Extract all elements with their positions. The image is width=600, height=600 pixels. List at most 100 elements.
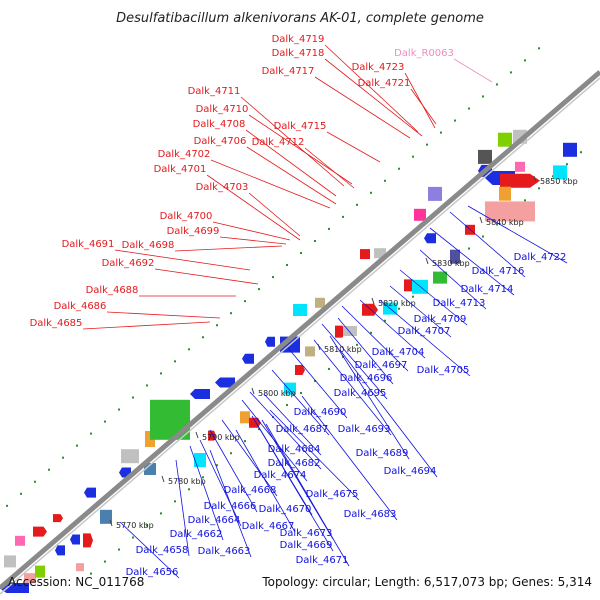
leader-line: [248, 192, 301, 237]
track-dot: [174, 360, 176, 363]
track-dot: [76, 444, 78, 447]
gene-block: [4, 555, 16, 568]
gene-label-dalk-4691: Dalk_4691: [62, 239, 115, 250]
tick-5840-kbp: 5840 kbp: [486, 218, 524, 227]
forward-gene-arrow: [208, 430, 216, 441]
gene-label-dalk-4703: Dalk_4703: [196, 182, 249, 193]
gene-label-dalk-4675: Dalk_4675: [306, 489, 359, 500]
gene-block: [428, 186, 442, 201]
gene-label-dalk-4705: Dalk_4705: [417, 365, 470, 376]
track-dot: [412, 155, 414, 158]
track-dot: [342, 215, 344, 218]
leader-line: [453, 58, 493, 83]
gene-label-dalk-4674: Dalk_4674: [254, 470, 307, 481]
leader-line: [212, 221, 291, 241]
map-title: Desulfatibacillum alkenivorans AK-01, co…: [116, 11, 484, 26]
leader-line: [341, 305, 409, 372]
reverse-gene-arrow: [424, 233, 436, 244]
track-dot: [104, 420, 106, 423]
track-dot: [524, 199, 526, 202]
track-dot: [230, 452, 232, 455]
gene-block: [24, 573, 36, 584]
gene-block: [100, 509, 112, 524]
gene-block: [360, 249, 370, 260]
gene-label-dalk-4689: Dalk_4689: [356, 448, 409, 459]
gene-label-dalk-4707: Dalk_4707: [398, 326, 451, 337]
track-dot: [272, 276, 274, 279]
tick-mark: [161, 475, 165, 483]
gene-label-dalk-4706: Dalk_4706: [194, 136, 247, 147]
track-dot: [538, 187, 540, 190]
gene-block: [284, 382, 296, 395]
tick-mark: [195, 431, 199, 439]
track-dot: [216, 464, 218, 467]
position-ticks: 5770 kbp 5780 kbp 5790 kbp 5800 kbp 5810 kbp…: [109, 175, 578, 530]
track-dot: [482, 235, 484, 238]
gene-label-dalk-4685: Dalk_4685: [30, 318, 83, 329]
forward-gene-arrow: [335, 325, 345, 338]
track-dot: [188, 488, 190, 491]
gene-block: [374, 248, 386, 259]
leader-line: [467, 205, 568, 264]
gene-label-dalk-4690: Dalk_4690: [294, 407, 347, 418]
track-dot: [300, 392, 302, 394]
gene-block: [553, 165, 567, 180]
gene-label-dalk-4658: Dalk_4658: [136, 545, 189, 556]
track-dot: [496, 223, 498, 226]
leader-line: [389, 285, 452, 338]
track-dot: [566, 163, 568, 166]
gene-label-dalk-4668: Dalk_4668: [224, 485, 277, 496]
label-leader-lines: [82, 44, 568, 579]
backbone-line-1: [0, 70, 600, 590]
track-dot: [258, 288, 260, 291]
track-dot: [62, 456, 64, 459]
leader-line: [329, 335, 410, 460]
gene-labels: Dalk_4719 Dalk_4718 Dalk_4717 Dalk_4723 Dalk…: [30, 34, 567, 578]
gene-label-dalk-4719: Dalk_4719: [272, 34, 325, 45]
track-dot: [356, 203, 358, 206]
track-dot: [328, 367, 330, 370]
gene-label-dalk-4673: Dalk_4673: [280, 528, 333, 539]
leader-line: [399, 269, 468, 326]
reverse-gene-arrow: [242, 353, 254, 364]
tick-5790-kbp: 5790 kbp: [202, 433, 240, 442]
leader-line: [429, 227, 515, 296]
leader-line: [449, 211, 526, 278]
track-dot: [174, 500, 176, 503]
tick-mark: [533, 175, 537, 183]
leader-line: [114, 249, 251, 271]
gene-block: [194, 453, 206, 467]
gene-label-dalk-4686: Dalk_4686: [54, 301, 107, 312]
gene-label-dalk-4715: Dalk_4715: [274, 121, 327, 132]
track-dot: [482, 95, 484, 98]
track-dot: [314, 379, 316, 382]
track-dot: [426, 143, 428, 146]
track-dot: [202, 476, 204, 479]
leader-line: [219, 236, 287, 245]
track-dot: [510, 71, 512, 74]
gene-label-dalk-4699: Dalk_4699: [167, 226, 220, 237]
gene-block: [144, 463, 156, 475]
leader-line: [245, 129, 337, 197]
leader-line: [301, 395, 398, 521]
gene-label-dalk-4702: Dalk_4702: [158, 149, 211, 160]
track-dot: [524, 59, 526, 62]
leader-line: [189, 445, 224, 541]
gene-label-dalk-4709: Dalk_4709: [414, 314, 467, 325]
leader-line: [379, 299, 471, 377]
reverse-gene-arrow: [55, 545, 65, 556]
gene-block: [343, 326, 357, 336]
leader-line: [337, 317, 394, 385]
gene-label-dalk-4697: Dalk_4697: [355, 360, 408, 371]
leader-line: [287, 347, 348, 419]
gene-block: [499, 186, 511, 201]
track-dot: [328, 227, 330, 230]
track-dot: [188, 348, 190, 351]
gene-label-dalk-4723: Dalk_4723: [352, 62, 405, 73]
leader-line: [257, 425, 334, 552]
gene-label-dalk-4698: Dalk_4698: [122, 240, 175, 251]
track-dot: [356, 343, 358, 346]
gene-label-dalk-4708: Dalk_4708: [193, 119, 246, 130]
track-dot: [160, 512, 162, 515]
